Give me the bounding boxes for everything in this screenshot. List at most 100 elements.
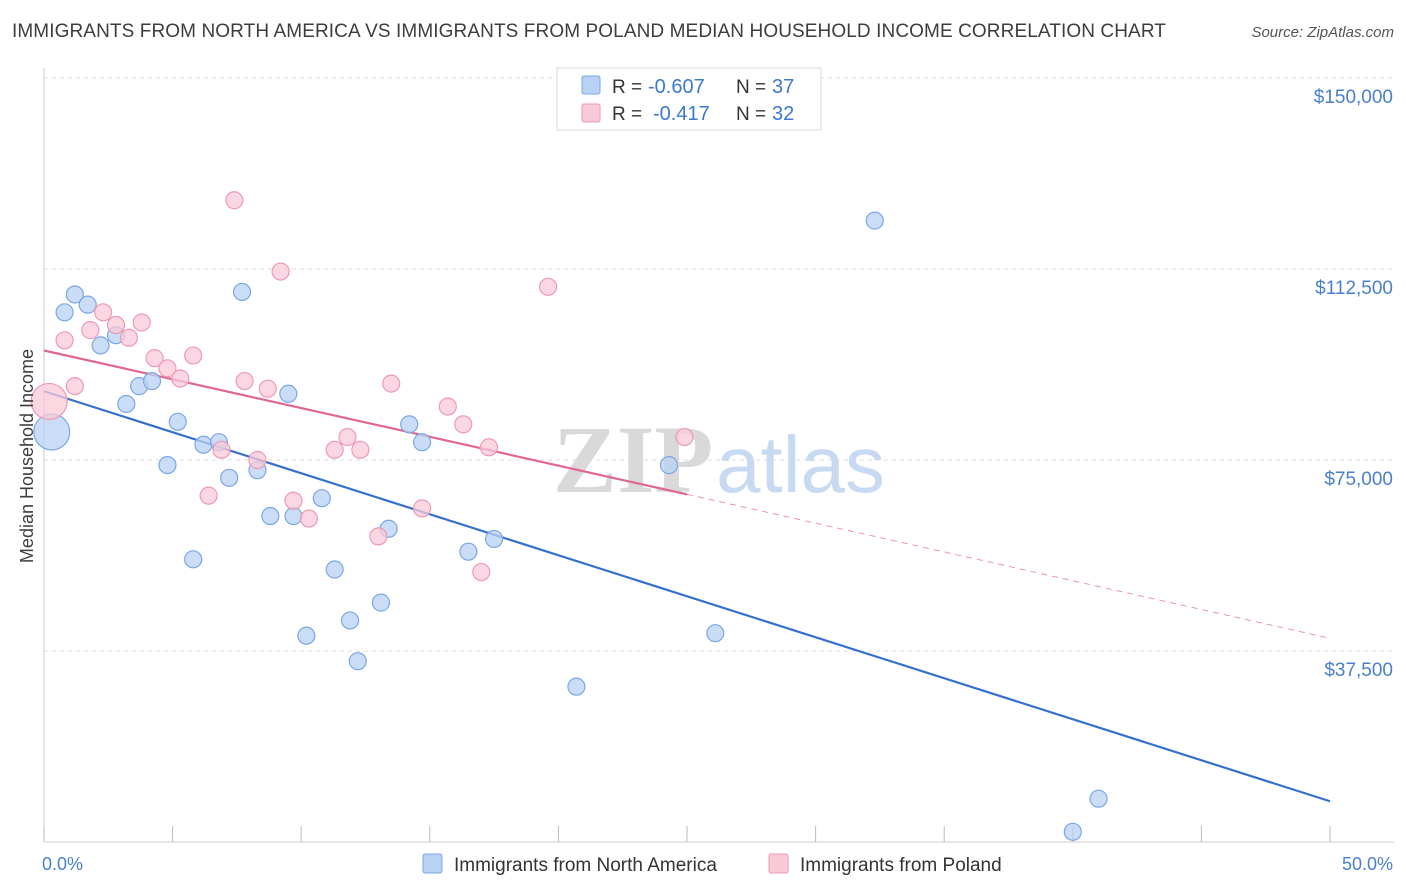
point-series-0-31 [567, 677, 586, 696]
data-points [30, 191, 1108, 841]
point-series-0-15 [232, 282, 252, 302]
point-series-0-36 [1063, 822, 1082, 841]
point-series-1-4 [94, 303, 113, 322]
point-series-1-8 [145, 349, 164, 368]
legend-r-label-poland: R = [612, 104, 642, 125]
point-series-1-31 [539, 277, 558, 296]
point-series-1-16 [248, 450, 267, 470]
point-series-1-27 [438, 397, 457, 416]
point-series-1-29 [472, 562, 491, 582]
gridlines [44, 77, 1394, 652]
point-series-1-12 [199, 486, 218, 505]
y-tick-label-2: $112,500 [1315, 278, 1393, 299]
legend-n-value-poland: 32 [772, 103, 794, 125]
x-tick-labels: 0.0% 50.0% [42, 854, 1393, 874]
watermark-atlas: atlas [716, 420, 885, 509]
series-legend-swatch-north-america [422, 853, 443, 874]
point-series-1-17 [258, 379, 277, 398]
point-series-1-6 [119, 328, 138, 347]
point-series-0-24 [348, 652, 367, 671]
legend-n-label-poland: N = [736, 104, 766, 125]
point-series-1-21 [325, 440, 344, 459]
point-series-1-30 [479, 438, 499, 457]
point-series-0-34 [865, 211, 884, 230]
y-tick-labels: $37,500 $75,000 $112,500 $150,000 [1314, 87, 1393, 681]
point-series-0-9 [158, 455, 177, 475]
point-series-0-18 [279, 384, 298, 403]
point-series-1-32 [675, 427, 694, 447]
legend-box [556, 67, 822, 131]
point-series-0-2 [65, 285, 84, 304]
legend-n-value-north-america: 37 [772, 76, 794, 98]
y-tick-label-3: $150,000 [1314, 87, 1393, 108]
point-series-0-22 [325, 560, 344, 579]
point-series-1-3 [81, 321, 100, 340]
series-legend: Immigrants from North America Immigrants… [422, 853, 1002, 876]
point-series-0-8 [142, 371, 162, 391]
watermark-zip: ZIP [553, 406, 713, 513]
point-series-1-2 [65, 377, 84, 396]
point-series-0-6 [117, 394, 136, 414]
legend-swatch-north-america [581, 75, 601, 95]
axes [43, 68, 1394, 843]
point-series-1-20 [299, 509, 319, 528]
point-series-1-22 [338, 427, 357, 447]
series-legend-label-poland: Immigrants from Poland [800, 855, 1002, 876]
point-series-1-13 [212, 440, 231, 459]
x-tick-label-min: 0.0% [42, 854, 83, 874]
point-series-1-24 [369, 527, 388, 546]
legend-swatch-poland [581, 103, 601, 123]
legend-r-value-poland: -0.417 [653, 103, 710, 125]
point-series-0-1 [55, 303, 74, 322]
series-legend-swatch-poland [768, 853, 789, 874]
y-tick-label-1: $75,000 [1324, 469, 1393, 490]
point-series-1-19 [284, 491, 303, 510]
point-series-0-20 [297, 626, 316, 645]
watermark: ZIP atlas [553, 406, 885, 513]
point-series-0-14 [220, 468, 239, 487]
point-series-1-14 [225, 191, 244, 210]
chart-title: IMMIGRANTS FROM NORTH AMERICA VS IMMIGRA… [12, 21, 1167, 42]
correlation-legend: R = -0.607 N = 37 R = -0.417 N = 32 [556, 67, 822, 131]
x-tick-label-max: 50.0% [1342, 854, 1393, 874]
point-series-1-7 [132, 313, 151, 332]
point-series-0-25 [371, 593, 391, 612]
point-series-0-33 [706, 624, 725, 643]
point-series-0-10 [168, 412, 187, 431]
point-series-1-23 [351, 440, 370, 459]
point-series-1-18 [271, 262, 290, 281]
trendline-extension-series-1 [686, 493, 1331, 639]
point-series-0-21 [312, 489, 331, 508]
point-series-1-15 [235, 371, 254, 391]
point-series-0-19 [284, 506, 303, 526]
point-series-0-12 [194, 435, 213, 454]
point-series-0-27 [400, 415, 419, 434]
point-series-1-11 [184, 346, 203, 365]
point-series-1-10 [171, 369, 190, 388]
legend-r-label-north-america: R = [612, 77, 642, 98]
series-legend-label-north-america: Immigrants from North America [454, 855, 717, 876]
point-series-0-30 [485, 529, 504, 549]
point-series-0-11 [184, 550, 203, 569]
point-series-1-25 [382, 374, 401, 393]
legend-r-value-north-america: -0.607 [648, 76, 705, 98]
y-axis-label: Median Household Income [17, 349, 37, 563]
point-series-0-3 [78, 295, 97, 314]
point-series-0-23 [340, 611, 360, 630]
point-series-1-0 [30, 382, 68, 421]
point-series-0-29 [459, 542, 478, 561]
point-series-0-17 [261, 506, 280, 526]
point-series-1-5 [106, 315, 126, 335]
point-series-0-4 [91, 336, 110, 355]
chart-source: Source: ZipAtlas.com [1251, 24, 1394, 41]
point-series-0-35 [1089, 789, 1108, 808]
point-series-0-28 [412, 433, 432, 452]
point-series-1-28 [454, 415, 473, 434]
y-tick-label-0: $37,500 [1324, 660, 1393, 681]
point-series-1-1 [55, 331, 74, 350]
point-series-0-32 [659, 455, 679, 475]
legend-n-label-north-america: N = [736, 77, 766, 98]
point-series-1-9 [158, 359, 177, 378]
point-series-1-26 [412, 499, 432, 518]
